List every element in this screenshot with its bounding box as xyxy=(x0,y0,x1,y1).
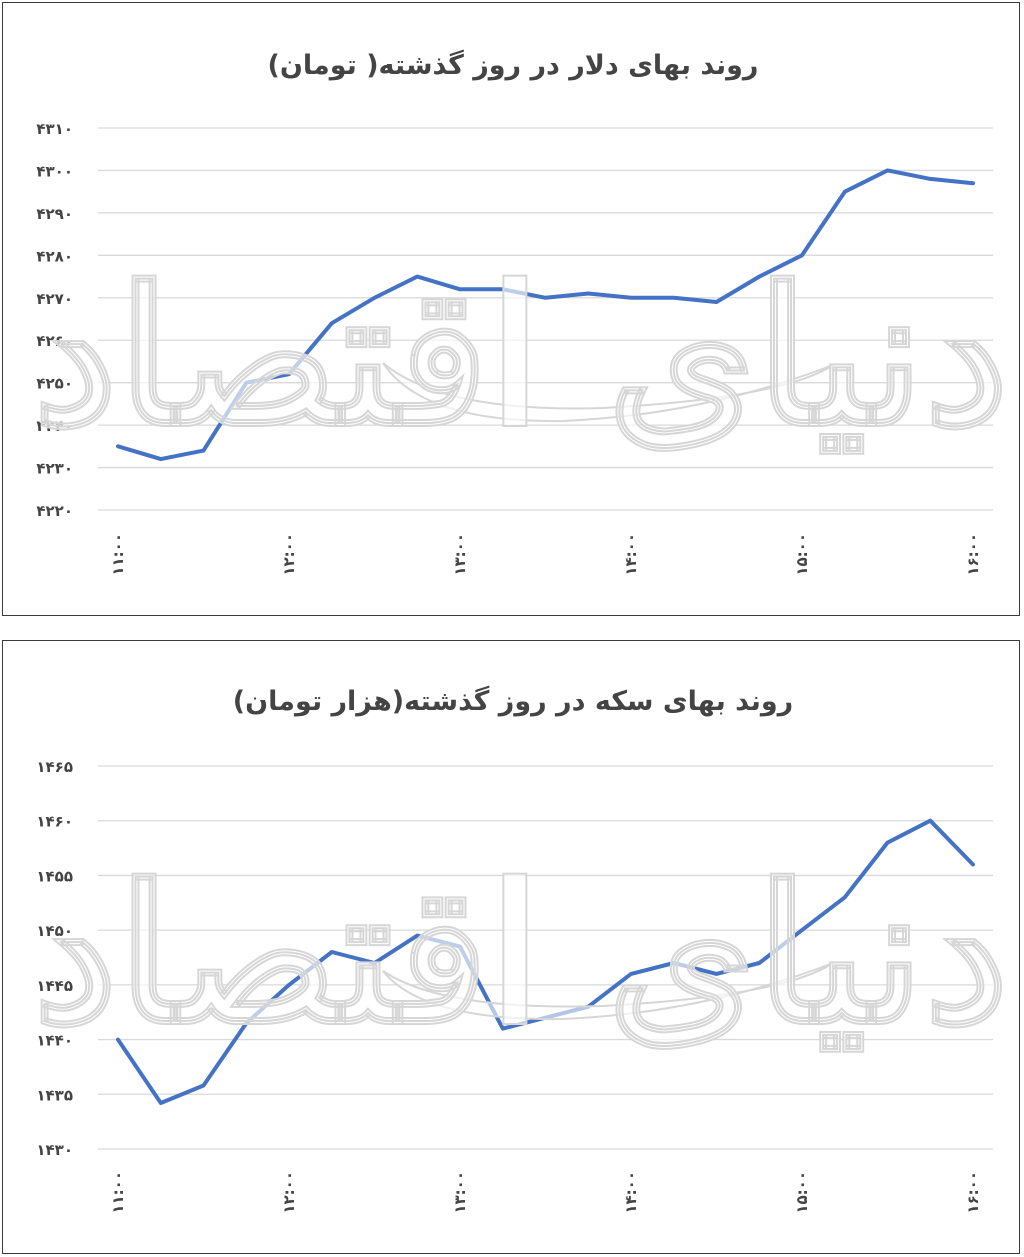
y-tick-label: ۱۴۶۰ xyxy=(36,813,73,831)
grid-lines xyxy=(98,765,993,1150)
series-group xyxy=(116,168,975,462)
x-tick-label: ۱۳:۰۰ xyxy=(451,533,469,576)
chart-title: روند بهای سکه در روز گذشته(هزار تومان) xyxy=(233,685,793,717)
y-tick-label: ۴۲۶۰ xyxy=(36,332,73,350)
y-tick-label: ۴۳۰۰ xyxy=(36,162,73,180)
y-tick-label: ۱۴۵۰ xyxy=(36,922,73,940)
x-tick-label: ۱۲:۰۰ xyxy=(280,533,298,576)
y-tick-label: ۴۲۸۰ xyxy=(36,247,73,265)
watermark: دنیای اقتصاد xyxy=(32,244,1010,469)
y-tick-label: ۴۳۱۰ xyxy=(36,120,73,138)
watermark-text: دنیای اقتصاد xyxy=(33,245,1009,468)
x-tick-label: ۱۲:۰۰ xyxy=(280,1171,298,1214)
chart-title: روند بهای دلار در روز گذشته( تومان) xyxy=(268,49,759,81)
y-tick-label: ۴۲۷۰ xyxy=(36,290,73,308)
coin-chart-panel: ۱۴۳۰ ۱۴۳۵ ۱۴۴۰ ۱۴۴۵ ۱۴۵۰ ۱۴۵۵ ۱۴۶۰ ۱۴۶۵ ۱۱:۰۰ ۱۲… xyxy=(2,640,1020,1254)
coin-chart: ۱۴۳۰ ۱۴۳۵ ۱۴۴۰ ۱۴۴۵ ۱۴۵۰ ۱۴۵۵ ۱۴۶۰ ۱۴۶۵ ۱۱:۰۰ ۱۲… xyxy=(32,685,1010,1214)
x-tick-label: ۱۴:۰۰ xyxy=(622,1171,640,1214)
y-tick-label: ۱۴۴۰ xyxy=(36,1032,73,1050)
dollar-chart-panel: ۴۲۲۰ ۴۲۳۰ ۴۲۴۰ ۴۲۵۰ ۴۲۶۰ ۴۲۷۰ ۴۲۸۰ ۴۲۹۰ ۴۳۰۰ ۴۳۱۰… xyxy=(2,2,1020,616)
x-tick-label: ۱۱:۰۰ xyxy=(109,1171,127,1214)
x-tick-label: ۱۴:۰۰ xyxy=(622,533,640,576)
x-tick-label: ۱۱:۰۰ xyxy=(109,533,127,576)
x-tick-label: ۱۵:۰۰ xyxy=(793,1171,811,1214)
y-tick-label: ۱۴۳۵ xyxy=(36,1086,73,1104)
y-tick-label: ۱۴۵۵ xyxy=(36,867,73,885)
series-line xyxy=(116,168,975,462)
y-tick-label: ۱۴۶۵ xyxy=(36,758,73,776)
y-tick-label: ۴۲۴۰ xyxy=(36,417,73,435)
y-tick-label: ۴۲۵۰ xyxy=(36,375,73,393)
x-tick-label: ۱۶:۰۰ xyxy=(964,1171,982,1214)
x-tick-label: ۱۳:۰۰ xyxy=(451,1171,469,1214)
watermark-text: دنیای اقتصاد xyxy=(33,843,1009,1066)
y-tick-label: ۴۲۹۰ xyxy=(36,205,73,223)
y-axis-ticks: ۴۲۲۰ ۴۲۳۰ ۴۲۴۰ ۴۲۵۰ ۴۲۶۰ ۴۲۷۰ ۴۲۸۰ ۴۲۹۰ ۴۳۰۰ ۴۳۱۰ xyxy=(36,120,73,520)
x-tick-label: ۱۶:۰۰ xyxy=(964,533,982,576)
x-axis-ticks: ۱۱:۰۰ ۱۲:۰۰ ۱۳:۰۰ ۱۴:۰۰ ۱۵:۰۰ ۱۶:۰۰ xyxy=(109,533,982,576)
y-tick-label: ۴۲۳۰ xyxy=(36,460,73,478)
x-tick-label: ۱۵:۰۰ xyxy=(793,533,811,576)
y-tick-label: ۱۴۴۵ xyxy=(36,977,73,995)
dollar-chart: ۴۲۲۰ ۴۲۳۰ ۴۲۴۰ ۴۲۵۰ ۴۲۶۰ ۴۲۷۰ ۴۲۸۰ ۴۲۹۰ ۴۳۰۰ ۴۳۱۰… xyxy=(32,49,1010,576)
x-axis-ticks: ۱۱:۰۰ ۱۲:۰۰ ۱۳:۰۰ ۱۴:۰۰ ۱۵:۰۰ ۱۶:۰۰ xyxy=(109,1171,982,1214)
watermark: دنیای اقتصاد xyxy=(32,842,1010,1067)
y-tick-label: ۴۲۲۰ xyxy=(36,502,73,520)
y-tick-label: ۱۴۳۰ xyxy=(36,1141,73,1159)
y-axis-ticks: ۱۴۳۰ ۱۴۳۵ ۱۴۴۰ ۱۴۴۵ ۱۴۵۰ ۱۴۵۵ ۱۴۶۰ ۱۴۶۵ xyxy=(36,758,73,1159)
